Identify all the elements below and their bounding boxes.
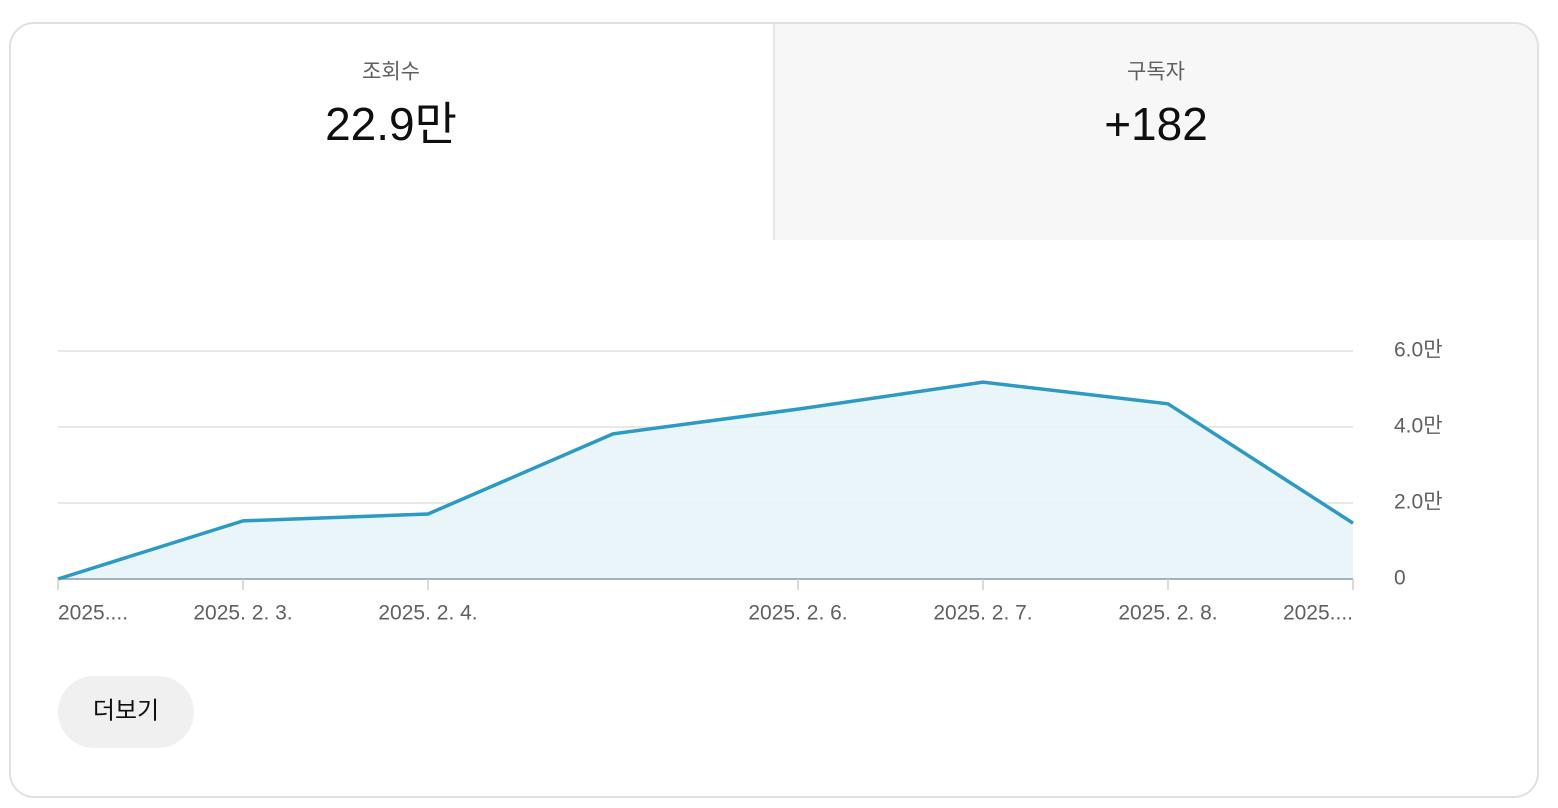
x-tick-label: 2025. 2. 4.: [378, 602, 477, 625]
line: [57, 380, 1354, 581]
x-tick-label: 2025. 2. 3.: [193, 602, 292, 625]
tab-label: 구독자: [1127, 61, 1185, 84]
x-tick-label: 2025. 2. 8.: [1118, 602, 1217, 625]
button-background: [58, 676, 194, 748]
tab[interactable]: 구독자 +182: [1104, 61, 1208, 151]
x-tick-label: 2025. 2. 6.: [748, 602, 847, 625]
more-button[interactable]: 더보기: [58, 676, 194, 748]
tab-value: 22.9만: [325, 98, 457, 150]
x-tick-label: 2025....: [58, 602, 128, 625]
area: [58, 382, 1353, 579]
tab-value: +182: [1104, 98, 1208, 150]
y-tick-label: 6.0만: [1394, 339, 1443, 362]
x-tick-label: 2025....: [1283, 602, 1353, 625]
y-tick-label: 0: [1394, 567, 1406, 590]
y-tick-label: 2.0만: [1394, 491, 1443, 514]
chart: 0 2.0만 4.0만 6.0만 2025.... 2025. 2. 3. 2025. 2.…: [57, 339, 1443, 625]
tab-background: [774, 24, 1537, 240]
button-label: 더보기: [93, 697, 159, 724]
x-tick-label: 2025. 2. 7.: [933, 602, 1032, 625]
tab-label: 조회수: [362, 61, 420, 84]
tab[interactable]: 조회수 22.9만: [325, 61, 457, 151]
y-tick-label: 4.0만: [1394, 415, 1443, 438]
